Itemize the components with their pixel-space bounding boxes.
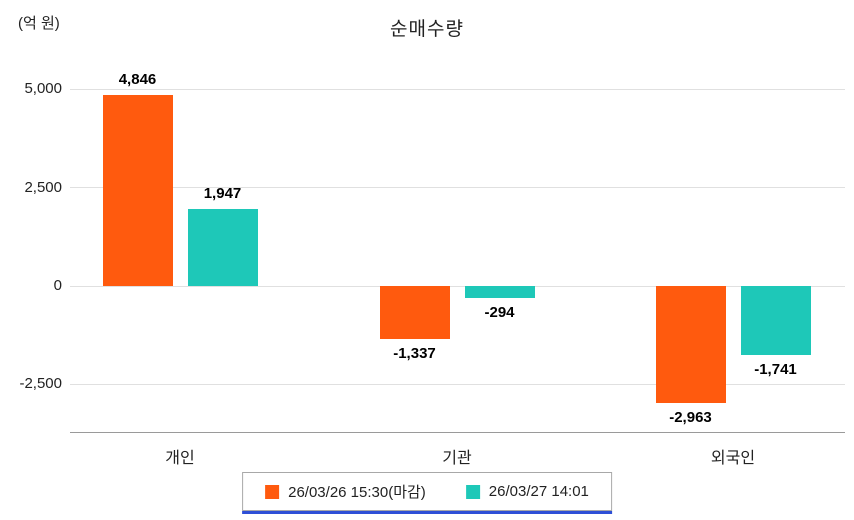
bar-series2-개인 [187, 209, 258, 286]
bar-series1-개인 [102, 95, 173, 286]
legend-box: 26/03/26 15:30(마감) 26/03/27 14:01 [242, 472, 612, 511]
gridline [70, 285, 845, 287]
bar-series2-기관 [464, 286, 535, 298]
bar-value-label: 1,947 [203, 185, 242, 203]
gridline [70, 383, 845, 385]
gridline [70, 187, 845, 189]
bar-series1-기관 [379, 286, 450, 339]
bar-value-label: -2,963 [669, 408, 712, 426]
y-axis-unit-label: (억 원) [18, 15, 60, 32]
legend: 26/03/26 15:30(마감) 26/03/27 14:01 [242, 472, 612, 514]
y-tick-label: 0 [53, 277, 62, 294]
bar-value-label: -294 [484, 303, 515, 321]
bar-series2-외국인 [740, 286, 811, 355]
legend-item-series2: 26/03/27 14:01 [465, 483, 589, 500]
bar-value-label: -1,337 [393, 344, 436, 362]
y-tick-label: -2,500 [19, 375, 62, 393]
bar-series1-외국인 [655, 286, 726, 403]
legend-swatch-series2 [465, 484, 480, 499]
category-label-외국인: 외국인 [710, 450, 756, 467]
chart-title: 순매수량 [390, 19, 464, 40]
category-label-기관: 기관 [442, 450, 472, 467]
legend-accent-underline [242, 511, 612, 514]
legend-swatch-series1 [265, 484, 280, 499]
legend-label-series1: 26/03/26 15:30(마감) [288, 484, 426, 501]
bar-value-label: 4,846 [118, 71, 157, 89]
y-tick-label: 2,500 [24, 178, 62, 196]
legend-label-series2: 26/03/27 14:01 [488, 483, 589, 500]
x-axis-line [70, 432, 845, 433]
bar-value-label: -1,741 [754, 360, 797, 378]
legend-item-series1: 26/03/26 15:30(마감) [265, 481, 426, 502]
gridline [70, 88, 845, 90]
y-tick-label: 5,000 [24, 80, 62, 98]
category-label-개인: 개인 [165, 450, 195, 467]
